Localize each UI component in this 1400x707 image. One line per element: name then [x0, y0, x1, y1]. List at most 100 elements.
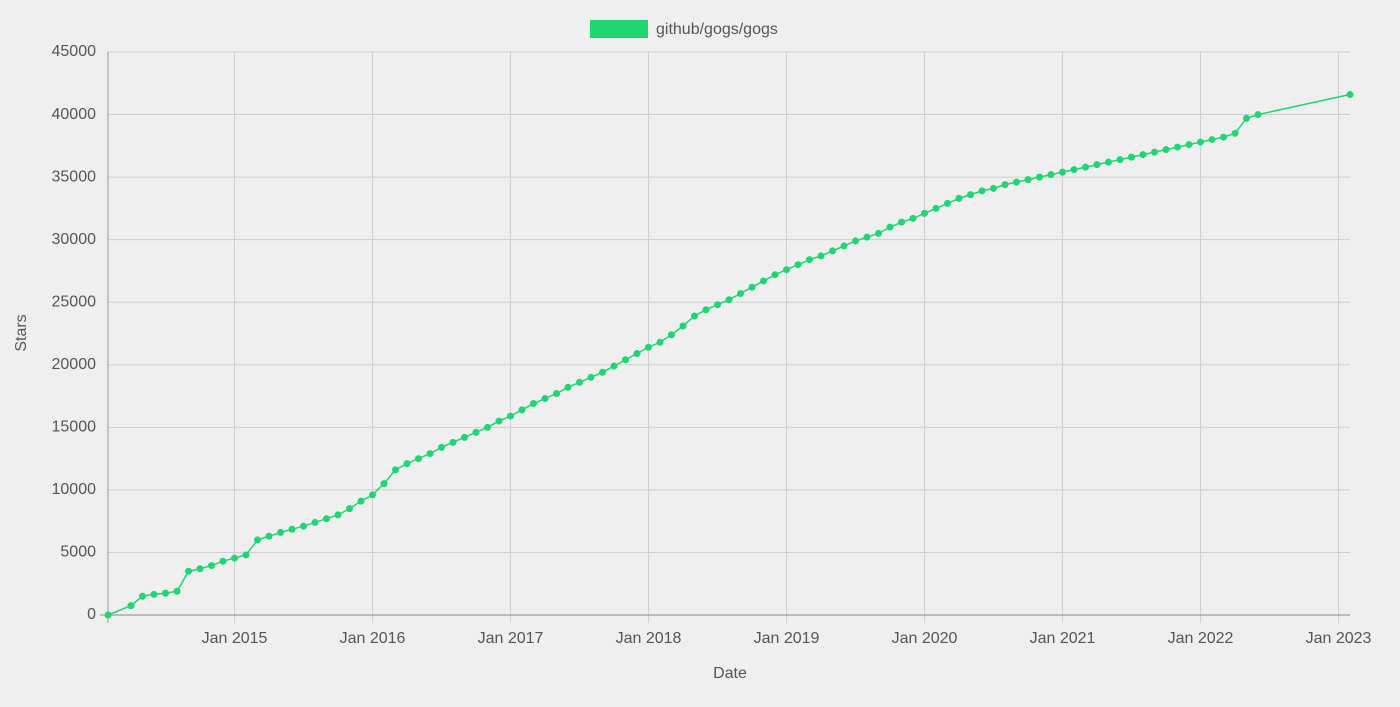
point — [104, 611, 112, 619]
point — [576, 378, 583, 386]
point — [150, 590, 158, 598]
point — [1243, 114, 1250, 122]
point — [484, 423, 491, 431]
point — [955, 194, 963, 202]
point — [1139, 151, 1147, 159]
point — [714, 301, 721, 309]
x-axis-title: Date — [713, 665, 747, 682]
point — [162, 589, 169, 597]
point — [1128, 153, 1135, 161]
point — [1220, 133, 1227, 141]
point — [392, 466, 399, 474]
point — [1162, 146, 1170, 154]
point — [771, 271, 779, 279]
point — [1082, 163, 1089, 171]
point — [208, 562, 215, 570]
point — [863, 233, 871, 241]
point — [898, 218, 905, 226]
point — [254, 536, 261, 544]
point — [1174, 143, 1181, 151]
point — [829, 247, 836, 255]
point — [288, 525, 296, 533]
point — [1208, 136, 1216, 144]
y-tick-label: 20000 — [52, 356, 97, 373]
point — [840, 242, 848, 250]
point — [415, 455, 422, 463]
y-tick-label: 15000 — [52, 419, 97, 436]
point — [1116, 156, 1124, 164]
point — [967, 191, 974, 199]
point — [185, 567, 192, 575]
point — [806, 256, 813, 264]
line — [107, 93, 1351, 616]
point — [1254, 111, 1262, 119]
point — [1013, 178, 1020, 186]
point — [852, 237, 859, 245]
x-tick-label: Jan 2016 — [340, 630, 406, 647]
point — [875, 229, 882, 237]
point — [127, 602, 135, 610]
point — [426, 450, 434, 458]
point — [1151, 148, 1158, 156]
point — [1197, 138, 1204, 146]
point — [978, 187, 986, 195]
point — [323, 515, 330, 523]
point — [932, 204, 940, 212]
point — [173, 587, 181, 595]
y-tick-label: 30000 — [52, 231, 97, 248]
x-tick-label: Jan 2019 — [754, 630, 820, 647]
point — [656, 338, 664, 346]
y-tick-label: 0 — [87, 606, 96, 623]
x-tick-label: Jan 2015 — [202, 630, 268, 647]
point — [346, 505, 353, 513]
legend-swatch — [590, 20, 648, 38]
point — [886, 223, 894, 231]
point — [518, 406, 526, 414]
y-tick-label: 35000 — [52, 168, 97, 185]
point — [921, 209, 928, 217]
y-tick-label: 25000 — [52, 293, 97, 310]
point — [495, 417, 503, 425]
point — [1105, 158, 1112, 166]
point — [438, 443, 445, 451]
point — [472, 428, 480, 436]
point — [541, 395, 549, 403]
point — [1070, 166, 1078, 174]
point — [725, 296, 733, 304]
point — [380, 480, 388, 488]
point — [990, 184, 997, 192]
point — [311, 518, 319, 526]
x-tick-label: Jan 2017 — [478, 630, 544, 647]
point — [1185, 141, 1193, 149]
point — [760, 277, 767, 285]
point — [530, 400, 537, 408]
point — [679, 322, 687, 330]
x-tick-label: Jan 2018 — [616, 630, 682, 647]
point — [794, 261, 802, 269]
point — [196, 565, 204, 573]
y-tick-label: 45000 — [52, 43, 97, 60]
point — [242, 551, 250, 559]
point — [1093, 161, 1101, 169]
point — [403, 460, 411, 468]
point — [599, 368, 606, 376]
point — [139, 592, 146, 600]
point — [944, 199, 951, 207]
point — [277, 528, 284, 536]
x-tick-label: Jan 2023 — [1306, 630, 1372, 647]
x-tick-label: Jan 2020 — [892, 630, 958, 647]
point — [1047, 171, 1055, 179]
point — [587, 373, 595, 381]
point — [231, 554, 238, 562]
point — [300, 522, 307, 530]
point — [219, 557, 227, 565]
point — [645, 343, 652, 351]
point — [265, 532, 273, 540]
point — [610, 362, 618, 370]
point — [1024, 176, 1032, 184]
x-tick-label: Jan 2022 — [1168, 630, 1234, 647]
point — [334, 511, 342, 519]
point — [622, 356, 629, 364]
